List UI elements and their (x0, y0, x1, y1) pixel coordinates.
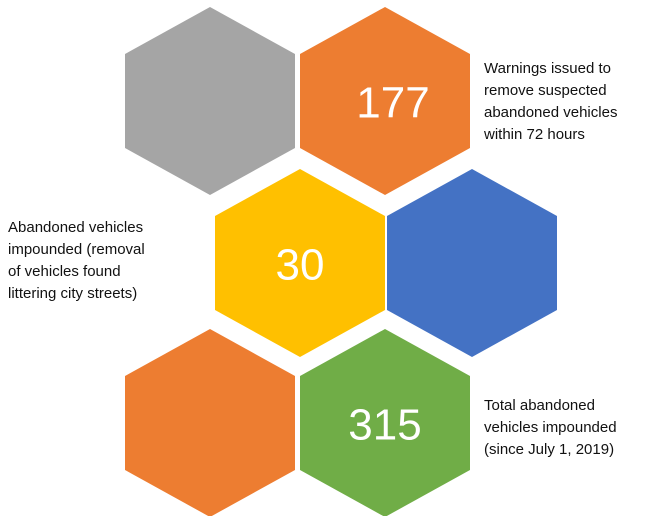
hexagon (300, 7, 470, 195)
stat-label: (since July 1, 2019) (484, 441, 614, 458)
stat-label: vehicles impounded (484, 419, 617, 436)
stat-label: littering city streets) (8, 285, 137, 302)
stat-label: Warnings issued to (484, 60, 611, 77)
stat-value: 315 (348, 401, 421, 450)
hexagon (125, 7, 295, 195)
stat-value: 30 (276, 241, 325, 290)
stat-label: Abandoned vehicles (8, 219, 143, 236)
hexagon (300, 329, 470, 516)
stat-label: remove suspected (484, 82, 607, 99)
hexagon (387, 169, 557, 357)
stat-value: 177 (356, 79, 429, 128)
hexagon (215, 169, 385, 357)
stat-label: abandoned vehicles (484, 104, 617, 121)
stat-label: Total abandoned (484, 397, 595, 414)
stat-label: impounded (removal (8, 241, 145, 258)
stat-label: of vehicles found (8, 263, 121, 280)
stat-label: within 72 hours (483, 126, 585, 143)
hexagon (125, 329, 295, 516)
